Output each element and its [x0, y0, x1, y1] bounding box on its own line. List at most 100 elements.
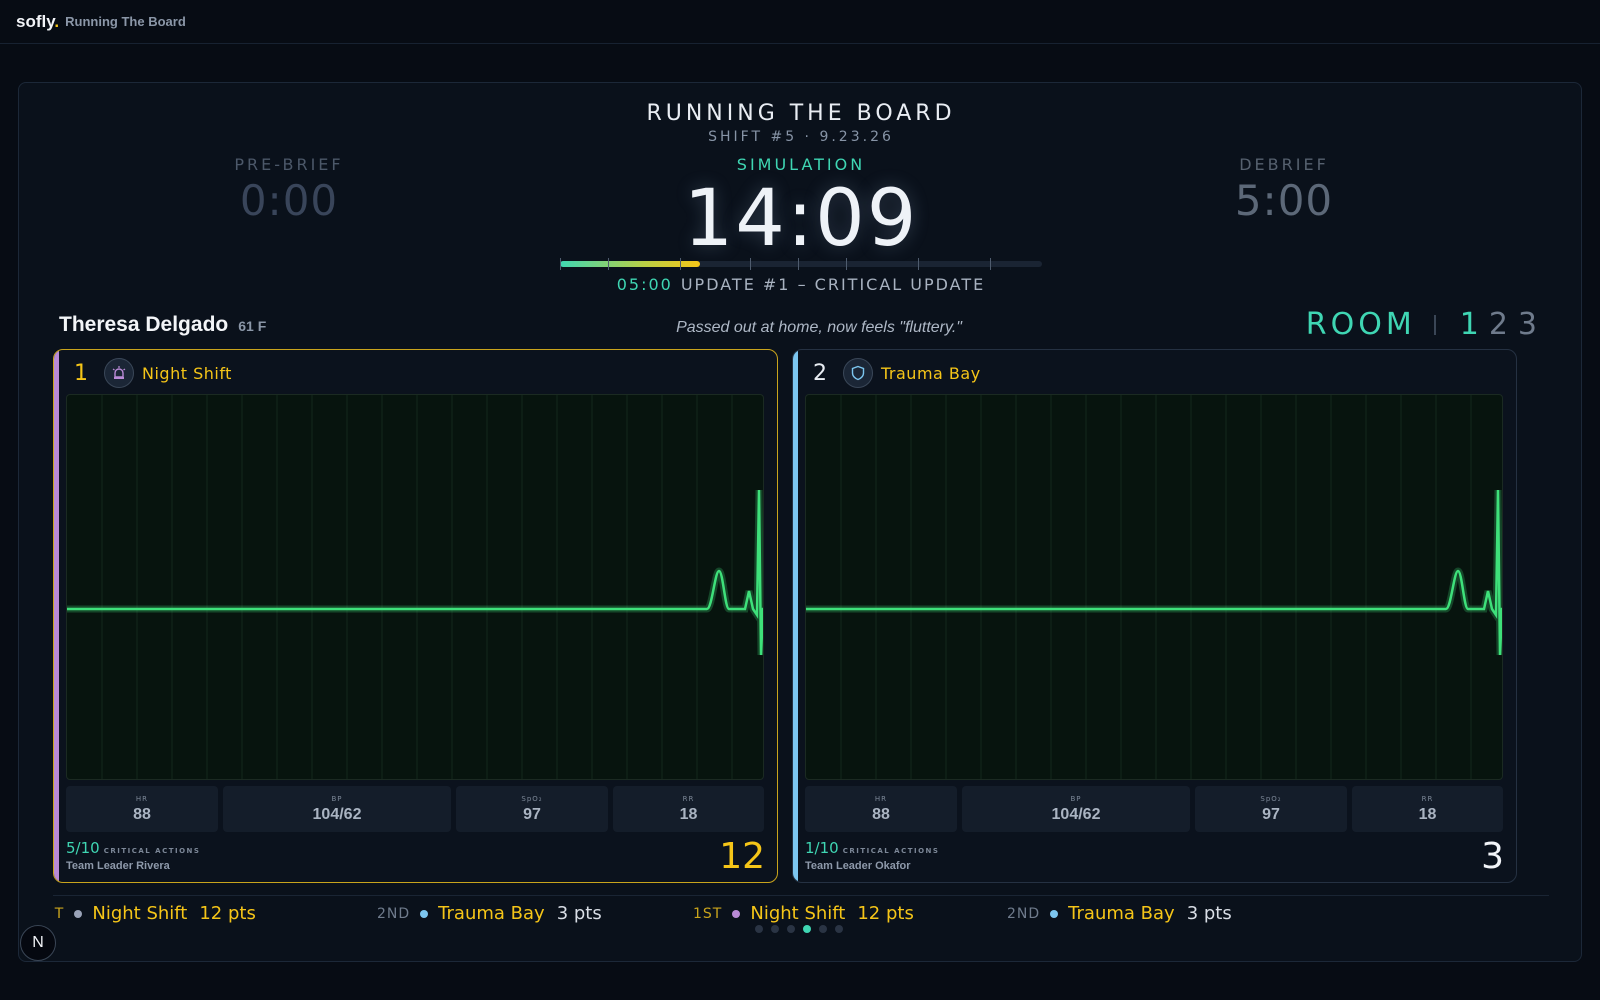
team-leader: Team Leader Okafor [805, 860, 911, 872]
vital-spo2: SpO₂ 97 [456, 786, 608, 832]
vital-rr: RR 18 [1352, 786, 1503, 832]
ticker-points: 3 pts [1186, 903, 1232, 924]
critical-count: 5/10 [66, 839, 100, 857]
update-text: UPDATE #1 – CRITICAL UPDATE [680, 275, 986, 294]
progress-fill [560, 261, 700, 267]
team-leader: Team Leader Rivera [66, 860, 170, 872]
ticker-team-name: Trauma Bay [1068, 903, 1175, 924]
progress-tick [680, 258, 681, 270]
update-status: 05:00 UPDATE #1 – CRITICAL UPDATE [19, 275, 1583, 294]
vital-rr: RR 18 [613, 786, 764, 832]
room-divider [1433, 314, 1436, 335]
vital-label: SpO₂ [1260, 794, 1282, 803]
team-name: Night Shift [142, 363, 232, 383]
team-dot [420, 909, 429, 918]
phase-label: PRE-BRIEF [234, 155, 344, 174]
top-bar: sofly. Running The Board [0, 0, 1600, 44]
pager-dot[interactable] [803, 925, 811, 933]
ticker-place: 2ND [1007, 905, 1041, 922]
vital-label: BP [1070, 794, 1082, 803]
app-title: Running The Board [65, 14, 186, 29]
progress-tick [608, 258, 609, 270]
ticker-item: 1ST Night Shift 12 pts [53, 903, 256, 924]
progress-tick [990, 258, 991, 270]
vital-label: HR [135, 794, 149, 803]
pager-dot[interactable] [755, 925, 763, 933]
ticker-points: 12 pts [857, 903, 914, 924]
vital-hr: HR 88 [805, 786, 957, 832]
team-name: Trauma Bay [881, 363, 981, 383]
patient-info: Theresa Delgado 61 F [59, 313, 266, 337]
progress-tick [560, 258, 561, 270]
vital-value: 104/62 [1051, 805, 1101, 823]
ticker-points: 12 pts [199, 903, 256, 924]
pager-dot[interactable] [787, 925, 795, 933]
pager-dot[interactable] [835, 925, 843, 933]
critical-actions: 1/10 CRITICAL ACTIONS Team Leader Okafor [805, 838, 939, 872]
team-dot [74, 909, 83, 918]
team-card-trauma-bay: 2 Trauma Bay HR 88 BP 104/62 SpO₂ 97 RR 18 1… [792, 349, 1517, 883]
ticker-team-name: Night Shift [750, 903, 846, 924]
phase-debrief: DEBRIEF 5:00 [1184, 155, 1384, 225]
standings-ticker: 1ST Night Shift 12 pts 2ND Trauma Bay 3 … [53, 903, 1549, 929]
phase-prebrief: PRE-BRIEF 0:00 [189, 155, 389, 225]
ecg-monitor [805, 394, 1503, 780]
vital-value: 18 [679, 805, 698, 823]
phase-label: SIMULATION [736, 155, 866, 174]
ticker-item: 1ST Night Shift 12 pts [693, 903, 914, 924]
chief-complaint: Passed out at home, now feels "fluttery.… [676, 319, 962, 336]
ticker-points: 3 pts [556, 903, 602, 924]
vitals-row: HR 88 BP 104/62 SpO₂ 97 RR 18 [66, 786, 764, 832]
vital-value: 97 [523, 805, 541, 823]
vital-bp: BP 104/62 [223, 786, 451, 832]
pager-dot[interactable] [819, 925, 827, 933]
phase-time: 5:00 [1234, 176, 1334, 225]
ticker-place: 2ND [377, 905, 411, 922]
vital-hr: HR 88 [66, 786, 218, 832]
ecg-trace [806, 395, 1502, 779]
board-panel: RUNNING THE BOARD SHIFT #5 · 9.23.26 PRE… [18, 82, 1582, 962]
progress-tick [846, 258, 847, 270]
vital-bp: BP 104/62 [962, 786, 1190, 832]
vital-value: 88 [133, 805, 151, 823]
progress-tick [918, 258, 919, 270]
simulation-progress-bar [560, 258, 1042, 270]
patient-meta: 61 F [238, 318, 267, 334]
ticker-place: 1ST [53, 905, 65, 922]
vital-value: 88 [872, 805, 890, 823]
siren-icon [104, 358, 134, 388]
vital-label: RR [682, 794, 695, 803]
brand-logo[interactable]: sofly. [16, 11, 60, 31]
board-title: RUNNING THE BOARD [646, 101, 956, 126]
vital-label: BP [331, 794, 343, 803]
vital-spo2: SpO₂ 97 [1195, 786, 1347, 832]
phase-time: 0:00 [239, 176, 339, 225]
simulation-timer: 14:09 [683, 174, 919, 264]
vital-label: SpO₂ [521, 794, 543, 803]
ticker-item: 2ND Trauma Bay 3 pts [377, 903, 602, 924]
team-rank: 2 [813, 360, 827, 386]
room-2-button[interactable]: 2 [1488, 307, 1512, 342]
ticker-place: 1ST [693, 905, 723, 922]
phase-label: DEBRIEF [1239, 155, 1329, 174]
vital-label: HR [874, 794, 888, 803]
room-label: ROOM [1305, 307, 1416, 342]
ecg-trace [67, 395, 763, 779]
ticker-item: 2ND Trauma Bay 3 pts [1007, 903, 1232, 924]
team-rank: 1 [74, 360, 88, 386]
vitals-row: HR 88 BP 104/62 SpO₂ 97 RR 18 [805, 786, 1503, 832]
next-logo-badge[interactable]: N [20, 925, 56, 961]
team-color-stripe [54, 350, 59, 882]
progress-tick [798, 258, 799, 270]
critical-actions: 5/10 CRITICAL ACTIONS Team Leader Rivera [66, 838, 200, 872]
room-1-button[interactable]: 1 [1459, 307, 1483, 342]
ticker-team-name: Night Shift [92, 903, 188, 924]
slide-pager [755, 925, 843, 933]
vital-label: RR [1421, 794, 1434, 803]
phase-simulation: SIMULATION 14:09 [601, 155, 1001, 264]
team-dot [1050, 909, 1059, 918]
shift-subtitle: SHIFT #5 · 9.23.26 [708, 129, 894, 145]
room-3-button[interactable]: 3 [1517, 307, 1541, 342]
team-card-night-shift: 1 Night Shift HR 88 BP 104/62 SpO₂ 97 RR 18 … [53, 349, 778, 883]
pager-dot[interactable] [771, 925, 779, 933]
